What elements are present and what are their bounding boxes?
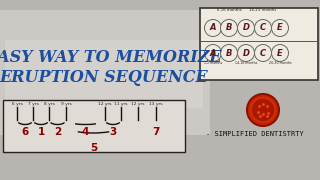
Text: 6 yrs: 6 yrs	[12, 102, 22, 105]
Text: 14-16 months: 14-16 months	[235, 61, 257, 65]
Text: D: D	[243, 24, 250, 33]
Text: 13 yrs: 13 yrs	[149, 102, 163, 105]
Text: 7: 7	[152, 127, 160, 137]
Text: 6-16 months: 6-16 months	[217, 8, 241, 12]
Text: 5: 5	[90, 143, 97, 153]
Circle shape	[204, 19, 221, 37]
Text: 2: 2	[54, 127, 61, 137]
Circle shape	[271, 19, 289, 37]
Text: 9 yrs: 9 yrs	[60, 102, 71, 105]
Text: - SIMPLIFIED DENTISTRTY: - SIMPLIFIED DENTISTRTY	[206, 131, 304, 137]
Circle shape	[254, 44, 271, 62]
Text: 12 yrs: 12 yrs	[98, 102, 112, 105]
Text: 8 yrs: 8 yrs	[44, 102, 54, 105]
FancyBboxPatch shape	[200, 8, 318, 80]
Text: B: B	[226, 48, 232, 57]
Text: 3: 3	[109, 127, 116, 137]
Text: 4: 4	[82, 127, 89, 137]
Text: A: A	[210, 24, 216, 33]
Text: 1-2 months: 1-2 months	[204, 61, 222, 65]
Circle shape	[271, 44, 289, 62]
Circle shape	[247, 94, 279, 126]
Text: C: C	[260, 48, 266, 57]
Text: D: D	[243, 48, 250, 57]
Circle shape	[237, 44, 254, 62]
Text: 6: 6	[21, 127, 28, 137]
Text: C: C	[260, 24, 266, 33]
Text: EASY WAY TO MEMORIZE: EASY WAY TO MEMORIZE	[0, 50, 222, 66]
Text: 16-23 months: 16-23 months	[249, 8, 277, 12]
Text: ERUPTION SEQUENCE: ERUPTION SEQUENCE	[0, 69, 208, 86]
FancyBboxPatch shape	[5, 40, 203, 108]
Text: A: A	[210, 48, 216, 57]
Text: 11 yrs: 11 yrs	[114, 102, 128, 105]
Text: 7 yrs: 7 yrs	[28, 102, 38, 105]
Circle shape	[220, 44, 237, 62]
Text: E: E	[277, 24, 283, 33]
FancyBboxPatch shape	[3, 100, 185, 152]
Circle shape	[254, 19, 271, 37]
Text: E: E	[277, 48, 283, 57]
Circle shape	[220, 19, 237, 37]
Text: 12 yrs: 12 yrs	[131, 102, 145, 105]
FancyBboxPatch shape	[0, 10, 210, 135]
Text: 1: 1	[37, 127, 44, 137]
Text: B: B	[226, 24, 232, 33]
Circle shape	[237, 19, 254, 37]
Text: 20-30 months: 20-30 months	[269, 61, 291, 65]
Circle shape	[251, 98, 275, 122]
Circle shape	[204, 44, 221, 62]
